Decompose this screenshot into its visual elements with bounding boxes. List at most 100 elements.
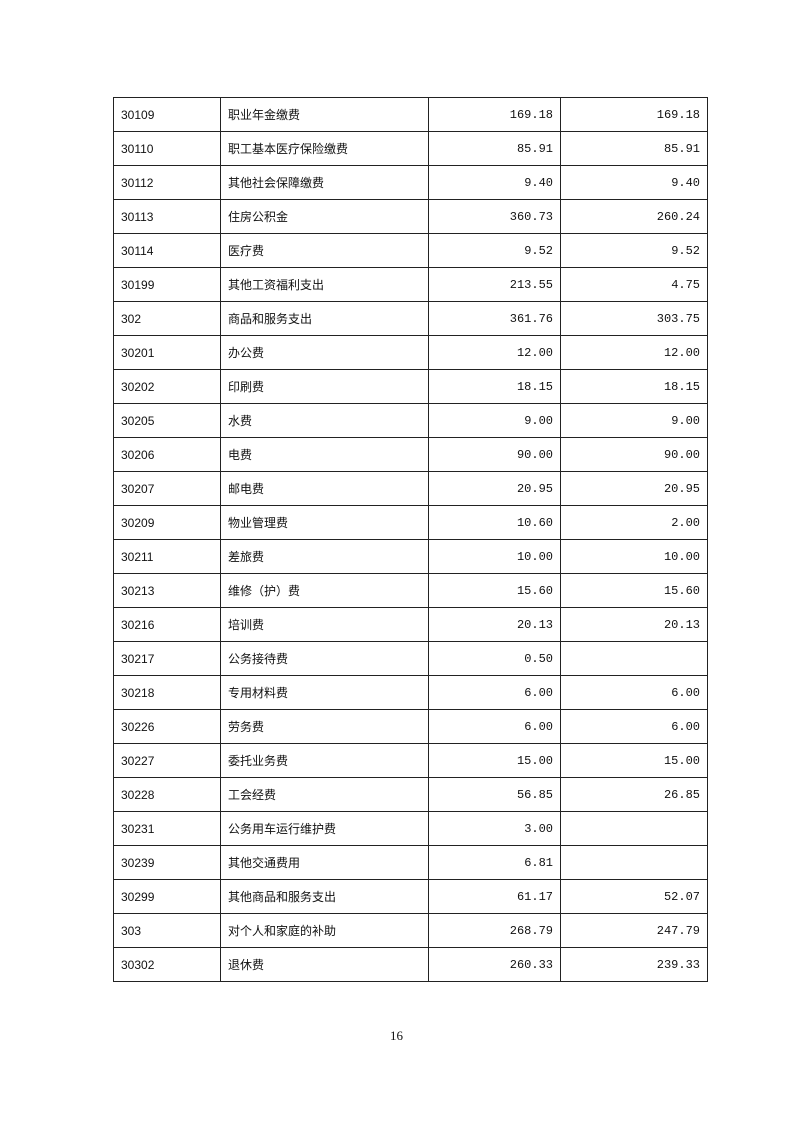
basic-cell: 18.15 (560, 369, 708, 404)
name-cell: 差旅费 (220, 539, 429, 574)
basic-cell: 20.95 (560, 471, 708, 506)
total-cell: 361.76 (428, 301, 561, 336)
total-cell: 213.55 (428, 267, 561, 302)
name-cell: 水费 (220, 403, 429, 438)
name-cell: 其他交通费用 (220, 845, 429, 880)
total-cell: 18.15 (428, 369, 561, 404)
basic-cell: 20.13 (560, 607, 708, 642)
table-row: 30207 邮电费 20.95 20.95 (113, 471, 708, 506)
table-row: 30199 其他工资福利支出 213.55 4.75 (113, 267, 708, 302)
name-cell: 职业年金缴费 (220, 97, 429, 132)
basic-cell: 90.00 (560, 437, 708, 472)
code-cell: 302 (113, 301, 221, 336)
code-cell: 30114 (113, 233, 221, 268)
table-row: 30231 公务用车运行维护费 3.00 (113, 811, 708, 846)
basic-cell (560, 641, 708, 676)
total-cell: 61.17 (428, 879, 561, 914)
name-cell: 物业管理费 (220, 505, 429, 540)
basic-cell: 4.75 (560, 267, 708, 302)
table-row: 30227 委托业务费 15.00 15.00 (113, 743, 708, 778)
code-cell: 30231 (113, 811, 221, 846)
code-cell: 30205 (113, 403, 221, 438)
name-cell: 委托业务费 (220, 743, 429, 778)
table-row: 30113 住房公积金 360.73 260.24 (113, 199, 708, 234)
basic-cell: 15.60 (560, 573, 708, 608)
total-cell: 360.73 (428, 199, 561, 234)
table-row: 30226 劳务费 6.00 6.00 (113, 709, 708, 744)
table-row: 30201 办公费 12.00 12.00 (113, 335, 708, 370)
table-row: 30206 电费 90.00 90.00 (113, 437, 708, 472)
code-cell: 30112 (113, 165, 221, 200)
code-cell: 30217 (113, 641, 221, 676)
basic-cell: 12.00 (560, 335, 708, 370)
code-cell: 30227 (113, 743, 221, 778)
name-cell: 医疗费 (220, 233, 429, 268)
table-row: 30209 物业管理费 10.60 2.00 (113, 505, 708, 540)
name-cell: 其他社会保障缴费 (220, 165, 429, 200)
basic-cell: 9.40 (560, 165, 708, 200)
code-cell: 30202 (113, 369, 221, 404)
code-cell: 30239 (113, 845, 221, 880)
basic-cell: 239.33 (560, 947, 708, 982)
basic-cell: 2.00 (560, 505, 708, 540)
code-cell: 30226 (113, 709, 221, 744)
table-row: 30299 其他商品和服务支出 61.17 52.07 (113, 879, 708, 914)
total-cell: 260.33 (428, 947, 561, 982)
total-cell: 9.40 (428, 165, 561, 200)
basic-cell: 6.00 (560, 675, 708, 710)
basic-cell: 6.00 (560, 709, 708, 744)
name-cell: 印刷费 (220, 369, 429, 404)
total-cell: 268.79 (428, 913, 561, 948)
name-cell: 公务用车运行维护费 (220, 811, 429, 846)
table-row: 30213 维修（护）费 15.60 15.60 (113, 573, 708, 608)
code-cell: 30199 (113, 267, 221, 302)
table-row: 30112 其他社会保障缴费 9.40 9.40 (113, 165, 708, 200)
name-cell: 维修（护）费 (220, 573, 429, 608)
total-cell: 3.00 (428, 811, 561, 846)
table-row: 30110 职工基本医疗保险缴费 85.91 85.91 (113, 131, 708, 166)
code-cell: 30109 (113, 97, 221, 132)
name-cell: 劳务费 (220, 709, 429, 744)
name-cell: 电费 (220, 437, 429, 472)
basic-cell: 169.18 (560, 97, 708, 132)
name-cell: 其他商品和服务支出 (220, 879, 429, 914)
total-cell: 90.00 (428, 437, 561, 472)
total-cell: 15.60 (428, 573, 561, 608)
name-cell: 退休费 (220, 947, 429, 982)
code-cell: 30211 (113, 539, 221, 574)
total-cell: 6.81 (428, 845, 561, 880)
code-cell: 30113 (113, 199, 221, 234)
total-cell: 10.00 (428, 539, 561, 574)
basic-cell (560, 845, 708, 880)
name-cell: 邮电费 (220, 471, 429, 506)
table-row: 30216 培训费 20.13 20.13 (113, 607, 708, 642)
budget-table: 30109 职业年金缴费 169.18 169.18 30110 职工基本医疗保险缴费 85… (113, 97, 708, 982)
total-cell: 56.85 (428, 777, 561, 812)
table-row: 30239 其他交通费用 6.81 (113, 845, 708, 880)
code-cell: 30213 (113, 573, 221, 608)
basic-cell: 247.79 (560, 913, 708, 948)
code-cell: 30207 (113, 471, 221, 506)
code-cell: 30206 (113, 437, 221, 472)
table-row: 30228 工会经费 56.85 26.85 (113, 777, 708, 812)
total-cell: 12.00 (428, 335, 561, 370)
table-row: 30211 差旅费 10.00 10.00 (113, 539, 708, 574)
total-cell: 9.00 (428, 403, 561, 438)
basic-cell: 9.00 (560, 403, 708, 438)
total-cell: 85.91 (428, 131, 561, 166)
name-cell: 培训费 (220, 607, 429, 642)
name-cell: 工会经费 (220, 777, 429, 812)
total-cell: 9.52 (428, 233, 561, 268)
code-cell: 303 (113, 913, 221, 948)
table-row: 303 对个人和家庭的补助 268.79 247.79 (113, 913, 708, 948)
name-cell: 对个人和家庭的补助 (220, 913, 429, 948)
code-cell: 30299 (113, 879, 221, 914)
total-cell: 6.00 (428, 675, 561, 710)
code-cell: 30209 (113, 505, 221, 540)
name-cell: 办公费 (220, 335, 429, 370)
code-cell: 30218 (113, 675, 221, 710)
code-cell: 30302 (113, 947, 221, 982)
table-row: 30217 公务接待费 0.50 (113, 641, 708, 676)
total-cell: 10.60 (428, 505, 561, 540)
basic-cell: 52.07 (560, 879, 708, 914)
